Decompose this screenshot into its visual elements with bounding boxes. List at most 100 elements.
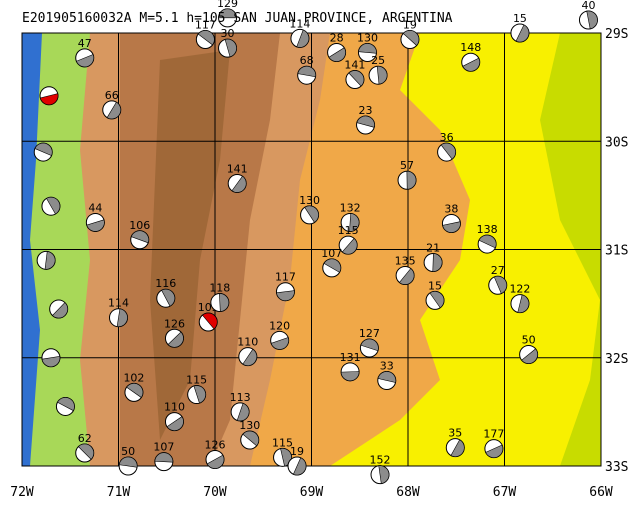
depth-label: 47 <box>78 37 92 50</box>
focal-mechanism <box>273 447 293 467</box>
depth-label: 19 <box>290 445 304 458</box>
focal-mechanism <box>85 212 105 232</box>
focal-mechanism <box>156 288 176 308</box>
lon-label: 72W <box>10 485 34 500</box>
lon-label: 71W <box>107 485 131 500</box>
focal-mechanism <box>218 8 238 28</box>
depth-label: 138 <box>477 223 498 236</box>
depth-label: 130 <box>357 31 378 44</box>
focal-mechanism <box>400 29 420 49</box>
focal-mechanism <box>49 299 69 319</box>
ball-quadrant <box>44 251 56 270</box>
focal-mechanism <box>356 115 376 135</box>
lat-label: 30S <box>605 135 628 150</box>
focal-mechanism <box>437 142 457 162</box>
ball-quadrant <box>515 24 530 43</box>
focal-mechanism <box>395 265 415 285</box>
ball-quadrant <box>429 291 445 309</box>
ball-quadrant <box>46 196 61 215</box>
ball-quadrant <box>296 29 310 48</box>
ball-quadrant <box>341 237 358 255</box>
depth-label: 106 <box>129 219 150 232</box>
ball-quadrant <box>493 275 507 294</box>
focal-mechanism <box>102 100 122 120</box>
ball-quadrant <box>462 57 480 72</box>
lon-label: 69W <box>300 485 324 500</box>
focal-mechanism <box>377 370 397 390</box>
ball-quadrant <box>440 142 456 160</box>
depth-label: 68 <box>300 54 314 67</box>
focal-mechanism <box>510 294 530 314</box>
ball-quadrant <box>202 312 218 330</box>
depth-label: 120 <box>269 319 290 332</box>
lat-label: 33S <box>605 460 628 475</box>
focal-mechanism <box>441 214 461 234</box>
depth-label: 141 <box>227 162 248 175</box>
ball-quadrant <box>349 213 360 232</box>
focal-mechanism <box>322 258 342 278</box>
depth-label: 38 <box>444 203 458 216</box>
depth-label: 122 <box>509 283 530 296</box>
focal-mechanism <box>423 252 443 272</box>
ball-quadrant <box>219 293 230 312</box>
depth-label: 114 <box>289 17 310 30</box>
depth-label: 117 <box>195 18 216 31</box>
lon-label: 66W <box>589 485 613 500</box>
ball-quadrant <box>126 383 144 398</box>
focal-mechanism <box>210 293 230 313</box>
depth-label: 25 <box>371 54 385 67</box>
focal-mechanism <box>124 382 144 402</box>
depth-label: 33 <box>380 359 394 372</box>
ball-quadrant <box>360 338 379 352</box>
focal-mechanism <box>300 205 320 225</box>
depth-label: 126 <box>205 439 226 452</box>
focal-mechanism <box>238 347 258 367</box>
depth-label: 28 <box>330 31 344 44</box>
ball-quadrant <box>517 294 530 313</box>
focal-mechanism <box>510 23 530 43</box>
focal-mechanism <box>519 345 539 365</box>
focal-mechanism <box>327 42 347 62</box>
ball-quadrant <box>432 253 443 272</box>
ball-quadrant <box>242 348 258 366</box>
focal-mechanism <box>118 456 138 476</box>
focal-mechanism <box>187 385 207 405</box>
ball-quadrant <box>377 371 397 383</box>
map-title: E201905160032A M=5.1 h=105 SAN JUAN PROV… <box>22 11 453 26</box>
focal-mechanism <box>164 328 184 348</box>
focal-mechanism <box>578 10 598 30</box>
ball-quadrant <box>231 175 247 193</box>
depth-label: 35 <box>448 427 462 440</box>
ball-quadrant <box>218 8 237 19</box>
focal-mechanism <box>41 348 61 368</box>
depth-label: 57 <box>400 159 414 172</box>
depth-label: 19 <box>403 18 417 31</box>
focal-mechanism <box>270 330 290 350</box>
depth-label: 118 <box>209 282 230 295</box>
lat-label: 31S <box>605 244 628 259</box>
focal-mechanism <box>275 282 295 302</box>
depth-label: 131 <box>340 351 361 364</box>
ball-quadrant <box>399 268 415 285</box>
focal-mechanism <box>397 170 417 190</box>
focal-mechanism <box>445 438 465 458</box>
focal-mechanism <box>198 312 218 332</box>
depth-label: 177 <box>483 428 504 441</box>
ball-quadrant <box>478 234 497 249</box>
depth-label: 114 <box>108 297 129 310</box>
ball-quadrant <box>167 331 184 348</box>
focal-mechanism <box>39 86 59 106</box>
depth-label: 115 <box>272 436 293 449</box>
ball-quadrant <box>292 457 307 476</box>
focal-mechanism <box>218 38 238 58</box>
ball-quadrant <box>130 230 149 244</box>
depth-label: 135 <box>395 254 416 267</box>
lon-label: 68W <box>396 485 420 500</box>
focal-mechanism <box>488 275 508 295</box>
depth-label: 141 <box>344 59 365 72</box>
ball-quadrant <box>270 337 289 350</box>
focal-mechanism <box>338 235 358 255</box>
ball-quadrant <box>57 397 75 412</box>
depth-label: 148 <box>460 41 481 54</box>
